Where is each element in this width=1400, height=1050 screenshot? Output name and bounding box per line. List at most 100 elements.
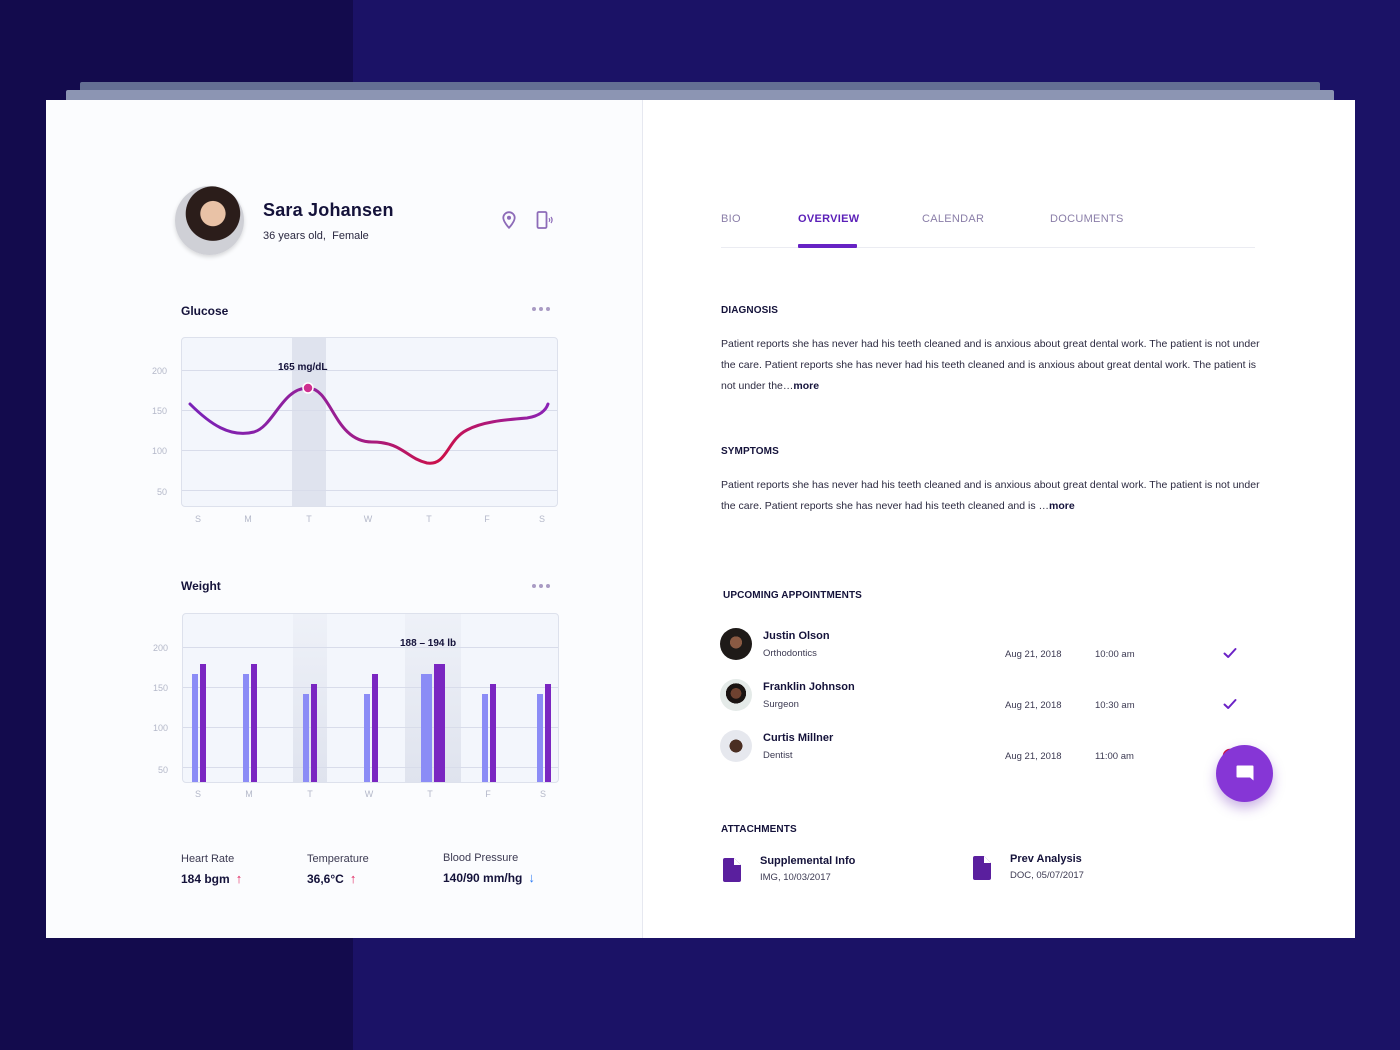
glucose-xtick: S: [538, 514, 545, 524]
symptoms-body: Patient reports she has never had his te…: [721, 479, 1260, 512]
patient-gender: Female: [332, 229, 369, 242]
appointment-time: 11:00 am: [1095, 751, 1134, 762]
arrow-down-icon: ↓: [528, 870, 535, 885]
diagnosis-text: Patient reports she has never had his te…: [721, 334, 1261, 397]
vital-label: Blood Pressure: [443, 852, 519, 864]
avatar: [720, 679, 752, 711]
details-tabs: BIO OVERVIEW CALENDAR DOCUMENTS: [721, 213, 1255, 248]
weight-highlight-column: [293, 614, 327, 782]
appointment-specialty: Surgeon: [763, 699, 799, 710]
attachment-name: Prev Analysis: [1010, 853, 1082, 865]
appointment-date: Aug 21, 2018: [1005, 700, 1062, 711]
diagnosis-body: Patient reports she has never had his te…: [721, 338, 1260, 392]
glucose-xtick: M: [244, 514, 252, 524]
active-tab-indicator: [798, 244, 857, 248]
appointments-heading: UPCOMING APPOINTMENTS: [723, 590, 862, 601]
tab-bio[interactable]: BIO: [721, 213, 741, 225]
appointment-specialty: Dentist: [763, 750, 793, 761]
attachment-name: Supplemental Info: [760, 855, 856, 867]
weight-bars: [192, 664, 551, 782]
appointment-date: Aug 21, 2018: [1005, 751, 1062, 762]
weight-ytick-100: 100: [152, 723, 168, 733]
glucose-chart[interactable]: 165 mg/dL: [181, 337, 558, 507]
appointment-specialty: Orthodontics: [763, 648, 817, 659]
chat-button[interactable]: [1216, 745, 1273, 802]
symptoms-text: Patient reports she has never had his te…: [721, 475, 1261, 517]
glucose-xtick: S: [194, 514, 201, 524]
file-icon: [723, 858, 741, 882]
symptoms-more-link[interactable]: more: [1049, 500, 1075, 512]
attachments-heading: ATTACHMENTS: [721, 824, 797, 835]
glucose-xtick: T: [306, 514, 312, 524]
diagnosis-more-link[interactable]: more: [793, 380, 820, 392]
weight-xtick: T: [427, 789, 433, 799]
glucose-more-menu[interactable]: [532, 307, 550, 311]
vital-label: Heart Rate: [181, 853, 235, 865]
patient-age: 36 years old,: [263, 229, 326, 242]
vital-blood-pressure: Blood Pressure 140/90 mm/hg ↓: [443, 852, 535, 885]
attachment-meta: IMG, 10/03/2017: [760, 872, 831, 883]
tab-calendar[interactable]: CALENDAR: [922, 213, 985, 225]
weight-xtick: W: [364, 789, 374, 799]
appointment-time: 10:00 am: [1095, 649, 1135, 660]
weight-xtick: T: [307, 789, 313, 799]
weight-xtick: M: [245, 789, 253, 799]
attachment-item[interactable]: Supplemental Info IMG, 10/03/2017: [723, 855, 855, 883]
appointment-time: 10:30 am: [1095, 700, 1135, 711]
glucose-xtick: W: [363, 514, 373, 524]
location-pin-icon[interactable]: [500, 210, 518, 230]
glucose-xtick: T: [426, 514, 432, 524]
weight-xtick: S: [539, 789, 546, 799]
patient-avatar: [175, 186, 244, 255]
weight-xtick: S: [194, 789, 201, 799]
weight-ytick-150: 150: [152, 683, 168, 693]
symptoms-heading: SYMPTOMS: [721, 446, 779, 457]
avatar: [720, 628, 752, 660]
appointment-row[interactable]: Franklin Johnson Surgeon Aug 21, 2018 10…: [720, 679, 1250, 715]
tab-documents[interactable]: DOCUMENTS: [1050, 213, 1124, 225]
patient-dashboard-card: Sara Johansen 36 years old, Female Gluco…: [46, 100, 1355, 938]
patient-name: Sara Johansen: [263, 199, 394, 220]
attachment-item[interactable]: Prev Analysis DOC, 05/07/2017: [973, 853, 1084, 881]
patient-vitals-panel: Sara Johansen 36 years old, Female Gluco…: [46, 100, 643, 938]
appointment-doctor-name: Franklin Johnson: [763, 681, 855, 693]
patient-demographics: 36 years old, Female: [263, 230, 394, 242]
weight-ytick-200: 200: [152, 643, 168, 653]
arrow-up-icon: ↑: [235, 871, 243, 886]
glucose-ytick-200: 200: [151, 366, 167, 376]
profile-actions: [500, 210, 554, 230]
avatar: [720, 730, 752, 762]
glucose-highlight-column: [292, 338, 326, 506]
chat-icon: [1236, 765, 1253, 781]
tab-overview[interactable]: OVERVIEW: [798, 213, 860, 225]
glucose-ytick-100: 100: [151, 446, 167, 456]
weight-more-menu[interactable]: [532, 584, 550, 588]
vital-value: 184 bgm: [181, 871, 230, 886]
appointment-row[interactable]: Justin Olson Orthodontics Aug 21, 2018 1…: [720, 628, 1250, 664]
glucose-tooltip: 165 mg/dL: [278, 362, 328, 373]
patient-details-panel: BIO OVERVIEW CALENDAR DOCUMENTS DIAGNOSI…: [643, 100, 1355, 938]
glucose-title: Glucose: [181, 304, 229, 318]
appointment-doctor-name: Curtis Millner: [763, 732, 834, 744]
attachment-meta: DOC, 05/07/2017: [1010, 870, 1084, 881]
appointment-row[interactable]: Curtis Millner Dentist Aug 21, 2018 11:0…: [720, 730, 1250, 766]
weight-title: Weight: [181, 579, 221, 593]
glucose-ytick-150: 150: [151, 406, 167, 416]
diagnosis-heading: DIAGNOSIS: [721, 305, 779, 316]
check-icon: [1222, 645, 1238, 661]
appointment-doctor-name: Justin Olson: [763, 630, 830, 642]
appointment-date: Aug 21, 2018: [1005, 649, 1062, 660]
weight-highlight-column: [405, 614, 461, 782]
arrow-up-icon: ↑: [349, 871, 357, 886]
check-icon: [1222, 696, 1238, 712]
weight-chart[interactable]: 188 – 194 lb: [182, 613, 559, 783]
vital-label: Temperature: [307, 853, 369, 865]
phone-call-icon[interactable]: [536, 210, 554, 230]
glucose-xtick: F: [484, 514, 490, 524]
vital-value: 36,6°C: [307, 871, 344, 886]
file-icon: [973, 856, 991, 880]
weight-ytick-50: 50: [157, 765, 168, 775]
weight-xtick: F: [485, 789, 491, 799]
weight-tooltip: 188 – 194 lb: [400, 638, 457, 649]
patient-profile: Sara Johansen 36 years old, Female: [175, 186, 394, 255]
